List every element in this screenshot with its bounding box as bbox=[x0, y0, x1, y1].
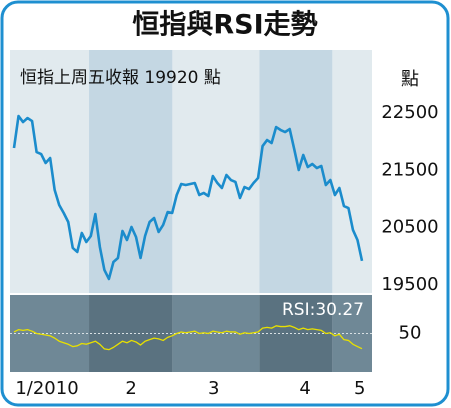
x-tick-label: 2 bbox=[125, 378, 136, 399]
data-line bbox=[13, 325, 363, 351]
x-tick-label: 3 bbox=[208, 378, 219, 399]
month-band bbox=[10, 295, 90, 372]
y-tick-label: 50 bbox=[399, 323, 422, 344]
x-tick-label: 5 bbox=[354, 378, 365, 399]
y-axis-unit: 點 bbox=[401, 69, 419, 90]
month-band bbox=[10, 50, 90, 293]
chart-title: 恒指與RSI走勢 bbox=[132, 10, 317, 41]
annotation: 恒指上周五收報 19920 點 bbox=[20, 68, 221, 88]
y-tick-label: 21500 bbox=[381, 159, 438, 180]
plot-background bbox=[10, 50, 372, 372]
month-band bbox=[332, 50, 372, 293]
data-line bbox=[12, 114, 364, 281]
x-tick-label: 4 bbox=[299, 378, 310, 399]
y-tick-label: 20500 bbox=[381, 217, 438, 238]
y-tick-label: 22500 bbox=[381, 102, 438, 123]
month-band bbox=[89, 50, 173, 293]
annotation: RSI:30.27 bbox=[282, 300, 364, 320]
month-band bbox=[172, 50, 260, 293]
x-tick-label: 1/2010 bbox=[15, 378, 78, 399]
month-band bbox=[259, 50, 333, 293]
y-tick-label: 19500 bbox=[381, 274, 438, 295]
